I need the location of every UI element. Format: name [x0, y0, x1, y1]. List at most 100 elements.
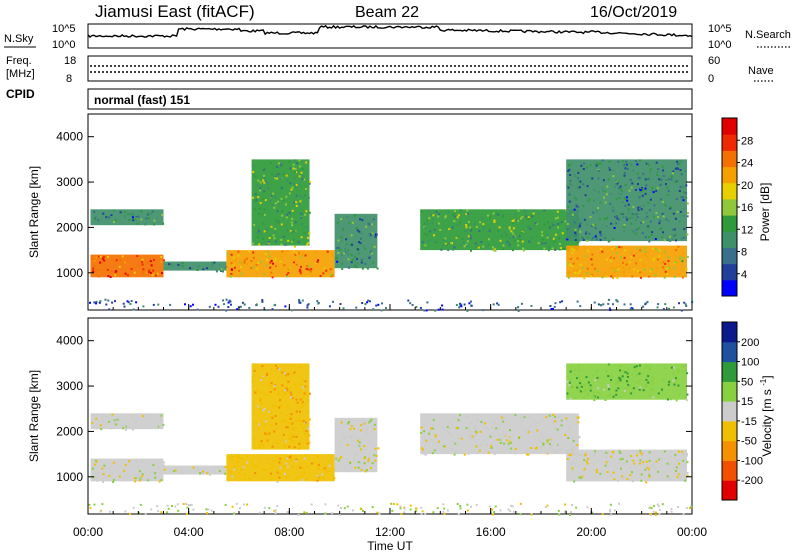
velocity-speck — [639, 386, 642, 389]
power-colorbar-tick-label: 20 — [741, 180, 753, 192]
power-colorbar-tick-label: 24 — [741, 158, 753, 170]
power-speck — [684, 236, 687, 239]
velocity-speck — [616, 379, 619, 382]
power-speck — [569, 174, 572, 176]
velocity-speck — [652, 396, 655, 399]
power-ground-speck — [364, 303, 367, 306]
velocity-speck — [499, 438, 502, 441]
velocity-ground-speck — [519, 502, 522, 505]
velocity-ground-speck — [235, 502, 238, 505]
power-speck — [281, 214, 284, 217]
power-speck — [662, 213, 665, 216]
velocity-speck — [573, 373, 576, 376]
power-speck — [485, 246, 488, 249]
power-speck — [548, 246, 550, 249]
velocity-speck — [475, 445, 478, 448]
power-speck — [631, 182, 634, 185]
velocity-speck — [101, 477, 104, 480]
velocity-speck — [465, 427, 468, 430]
power-speck — [270, 271, 273, 274]
power-speck — [682, 185, 685, 188]
power-speck — [639, 271, 642, 274]
power-ground-speck — [409, 302, 412, 305]
power-speck — [300, 265, 302, 268]
power-speck — [278, 162, 281, 165]
power-speck — [577, 177, 580, 180]
velocity-speck — [453, 453, 456, 456]
power-speck — [642, 204, 645, 207]
velocity-ground-speck — [258, 511, 261, 514]
velocity-ground-speck — [238, 507, 241, 510]
power-speck — [277, 200, 280, 203]
power-speck — [292, 163, 295, 166]
power-speck — [292, 259, 295, 262]
power-speck — [617, 218, 620, 221]
x-axis-label: Time UT — [367, 539, 413, 553]
velocity-ground-speck — [305, 511, 308, 514]
power-speck — [295, 171, 298, 174]
power-speck — [351, 243, 353, 246]
power-speck — [594, 235, 597, 238]
power-speck — [370, 249, 373, 251]
velocity-speck — [259, 457, 262, 460]
velocity-speck — [145, 477, 148, 480]
velocity-speck — [303, 471, 306, 474]
power-ground-speck — [104, 298, 107, 301]
power-speck — [243, 259, 246, 262]
velocity-speck — [643, 367, 646, 369]
velocity-ground-speck — [507, 508, 510, 511]
power-speck — [474, 242, 477, 245]
power-speck — [351, 258, 354, 261]
power-speck — [298, 175, 301, 178]
power-speck — [568, 271, 571, 274]
power-speck — [442, 239, 445, 242]
power-ground-speck — [98, 301, 101, 304]
velocity-speck — [479, 430, 482, 433]
power-ground-speck — [105, 303, 108, 306]
power-speck — [619, 265, 622, 268]
power-speck — [149, 271, 152, 274]
power-speck — [600, 248, 603, 250]
power-speck — [99, 255, 102, 258]
velocity-speck — [675, 399, 678, 402]
velocity-speck — [274, 415, 277, 417]
velocity-speck — [289, 417, 292, 420]
power-speck — [574, 271, 577, 274]
velocity-speck — [545, 434, 548, 437]
velocity-speck — [485, 443, 488, 446]
velocity-ground-speck — [653, 504, 656, 507]
power-speck — [140, 210, 143, 212]
velocity-speck — [123, 425, 126, 428]
velocity-speck — [112, 422, 115, 425]
power-speck — [495, 212, 498, 215]
power-speck — [659, 219, 661, 222]
power-speck — [579, 224, 582, 227]
velocity-speck — [568, 454, 571, 457]
velocity-speck — [259, 376, 262, 379]
power-speck — [586, 236, 589, 239]
velocity-speck — [277, 472, 280, 475]
power-speck — [636, 252, 639, 255]
power-speck — [639, 189, 642, 191]
power-speck — [681, 260, 684, 263]
power-speck — [659, 183, 662, 186]
power-speck — [534, 222, 537, 225]
power-speck — [537, 242, 540, 245]
power-speck — [295, 194, 298, 197]
power-speck — [148, 271, 151, 274]
power-speck — [274, 196, 277, 198]
power-speck — [491, 246, 494, 249]
power-speck — [679, 258, 682, 261]
power-speck — [554, 217, 557, 220]
power-speck — [570, 184, 573, 187]
power-speck — [370, 252, 373, 255]
velocity-ground-speck — [442, 510, 445, 513]
velocity-speck — [295, 435, 298, 438]
power-speck — [466, 244, 469, 247]
velocity-speck — [286, 426, 289, 429]
power-ground-speck — [95, 302, 97, 305]
velocity-speck — [302, 396, 305, 399]
velocity-speck — [110, 471, 113, 474]
velocity-speck — [530, 424, 533, 427]
